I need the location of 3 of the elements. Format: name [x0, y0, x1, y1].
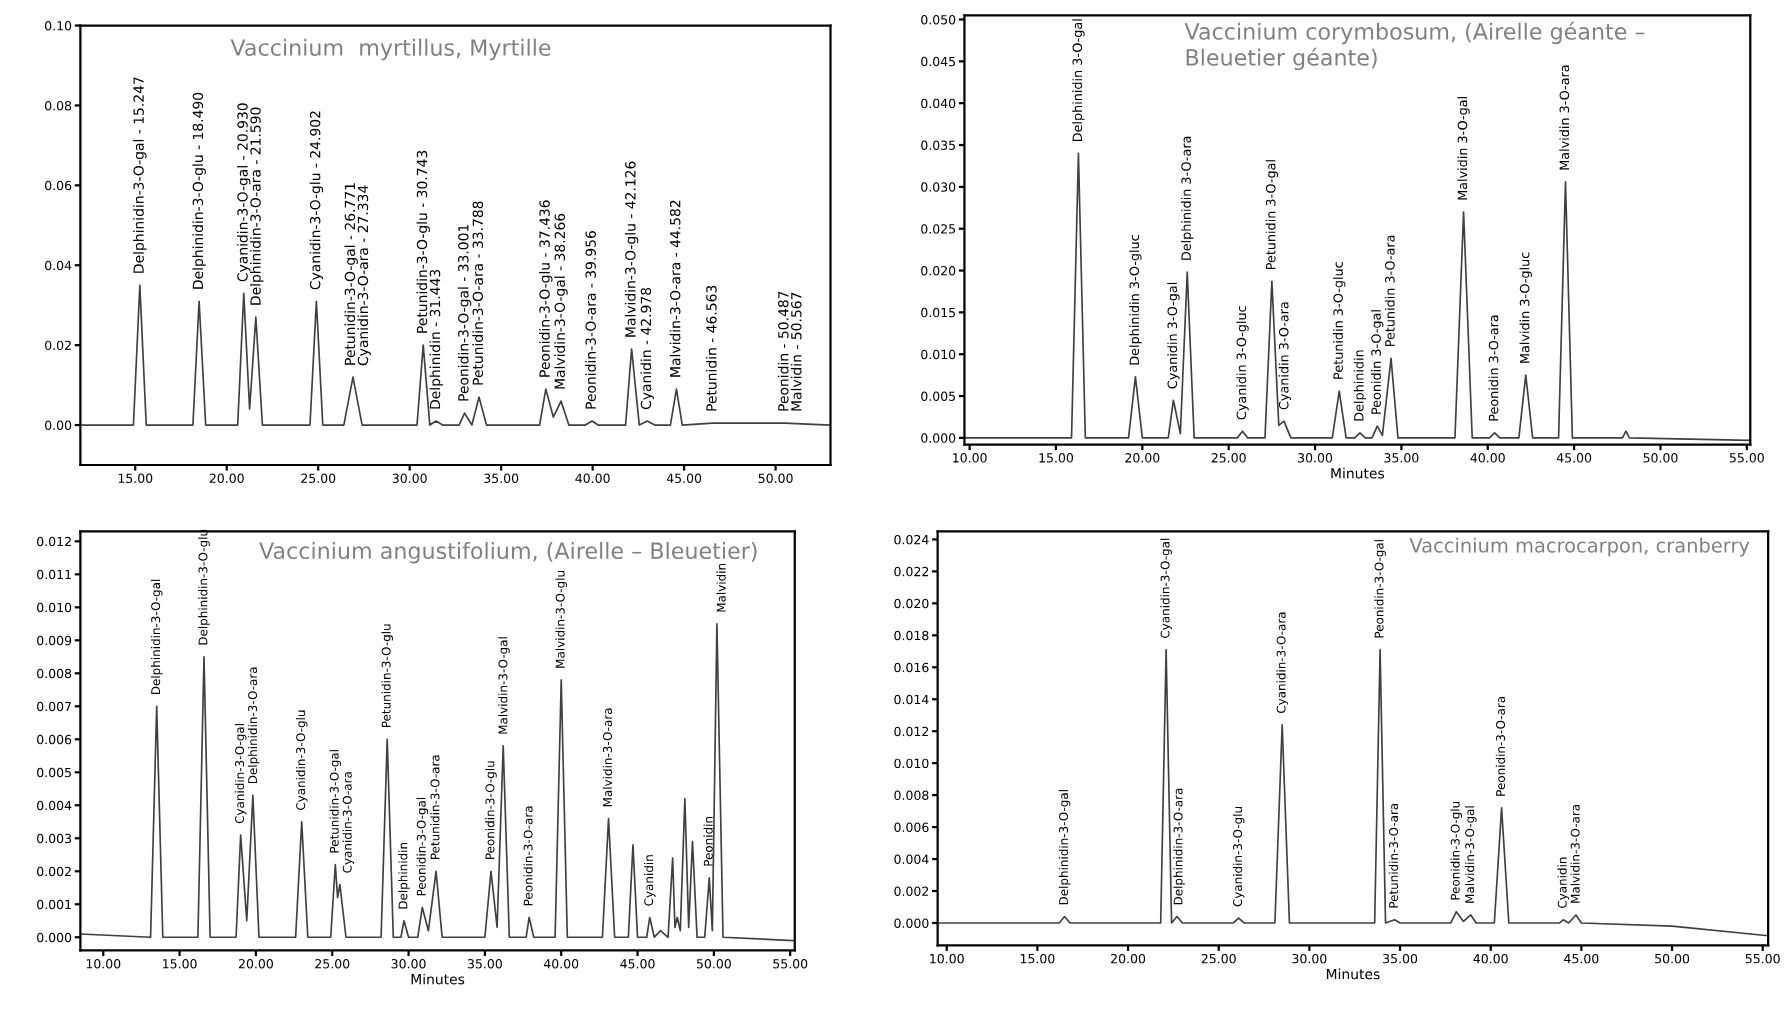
chart-title: Vaccinium macrocarpon, cranberry	[1409, 537, 1750, 557]
text: Vaccinium myrtillus, Myrtille	[230, 38, 551, 61]
chart-title: Vaccinium angustifolium, (Airelle – Bleuetier)	[259, 541, 757, 564]
